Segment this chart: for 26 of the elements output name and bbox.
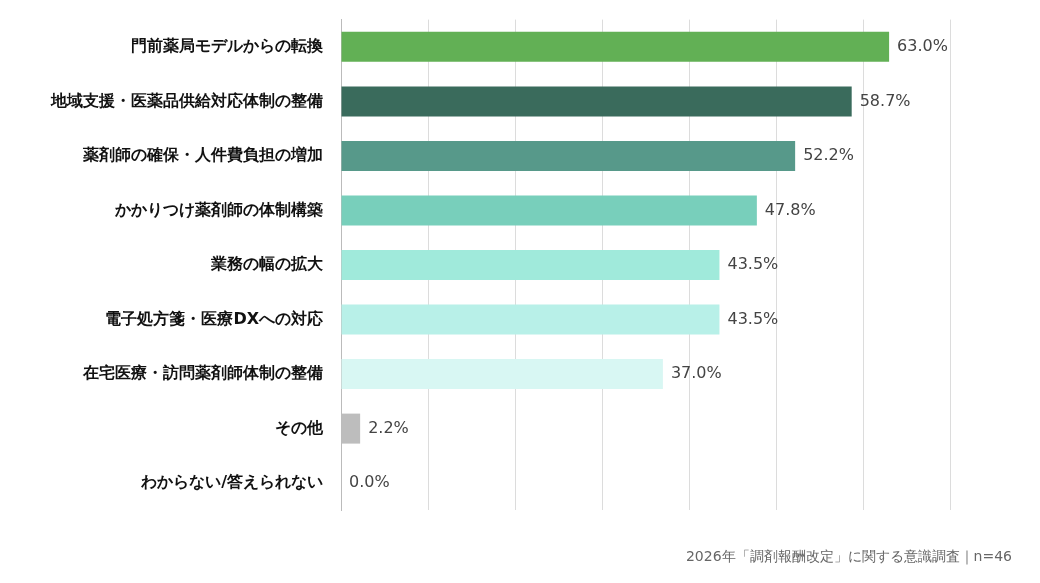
bar [341, 195, 757, 226]
bar [341, 31, 890, 62]
bar [341, 304, 720, 335]
data-label: 58.7% [859, 90, 911, 110]
y-tick-label: 業務の幅の拡大 [210, 254, 324, 274]
bar [341, 359, 663, 390]
y-tick-label: その他 [275, 417, 324, 437]
y-tick-label: 薬剤師の確保・人件費負担の増加 [82, 145, 323, 165]
text: 2026年「調剤報酬改定」に関する意識調査｜n=46 [685, 548, 1012, 566]
bar [341, 140, 796, 171]
y-tick-label: 電子処方箋・医療DXへの対応 [105, 308, 323, 328]
y-tick-label: 門前薬局モデルからの転換 [131, 36, 324, 56]
data-label: 52.2% [803, 145, 854, 165]
y-tick-label: 在宅医療・訪問薬剤師体制の整備 [82, 363, 323, 383]
data-label: 47.8% [764, 199, 816, 219]
bar [341, 250, 720, 280]
y-tick-label: 地域支援・医薬品供給対応体制の整備 [50, 90, 323, 110]
data-label: 2.2% [368, 417, 409, 437]
data-label: 0.0% [349, 472, 390, 492]
y-tick-label: かかりつけ薬剤師の体制構築 [114, 199, 323, 219]
data-label: 43.5% [727, 308, 779, 328]
y-tick-label: わからない/答えられない [140, 472, 323, 492]
data-label: 63.0% [897, 36, 948, 56]
data-label: 37.0% [670, 363, 722, 383]
bar [341, 86, 852, 117]
data-label: 43.5% [727, 254, 779, 274]
